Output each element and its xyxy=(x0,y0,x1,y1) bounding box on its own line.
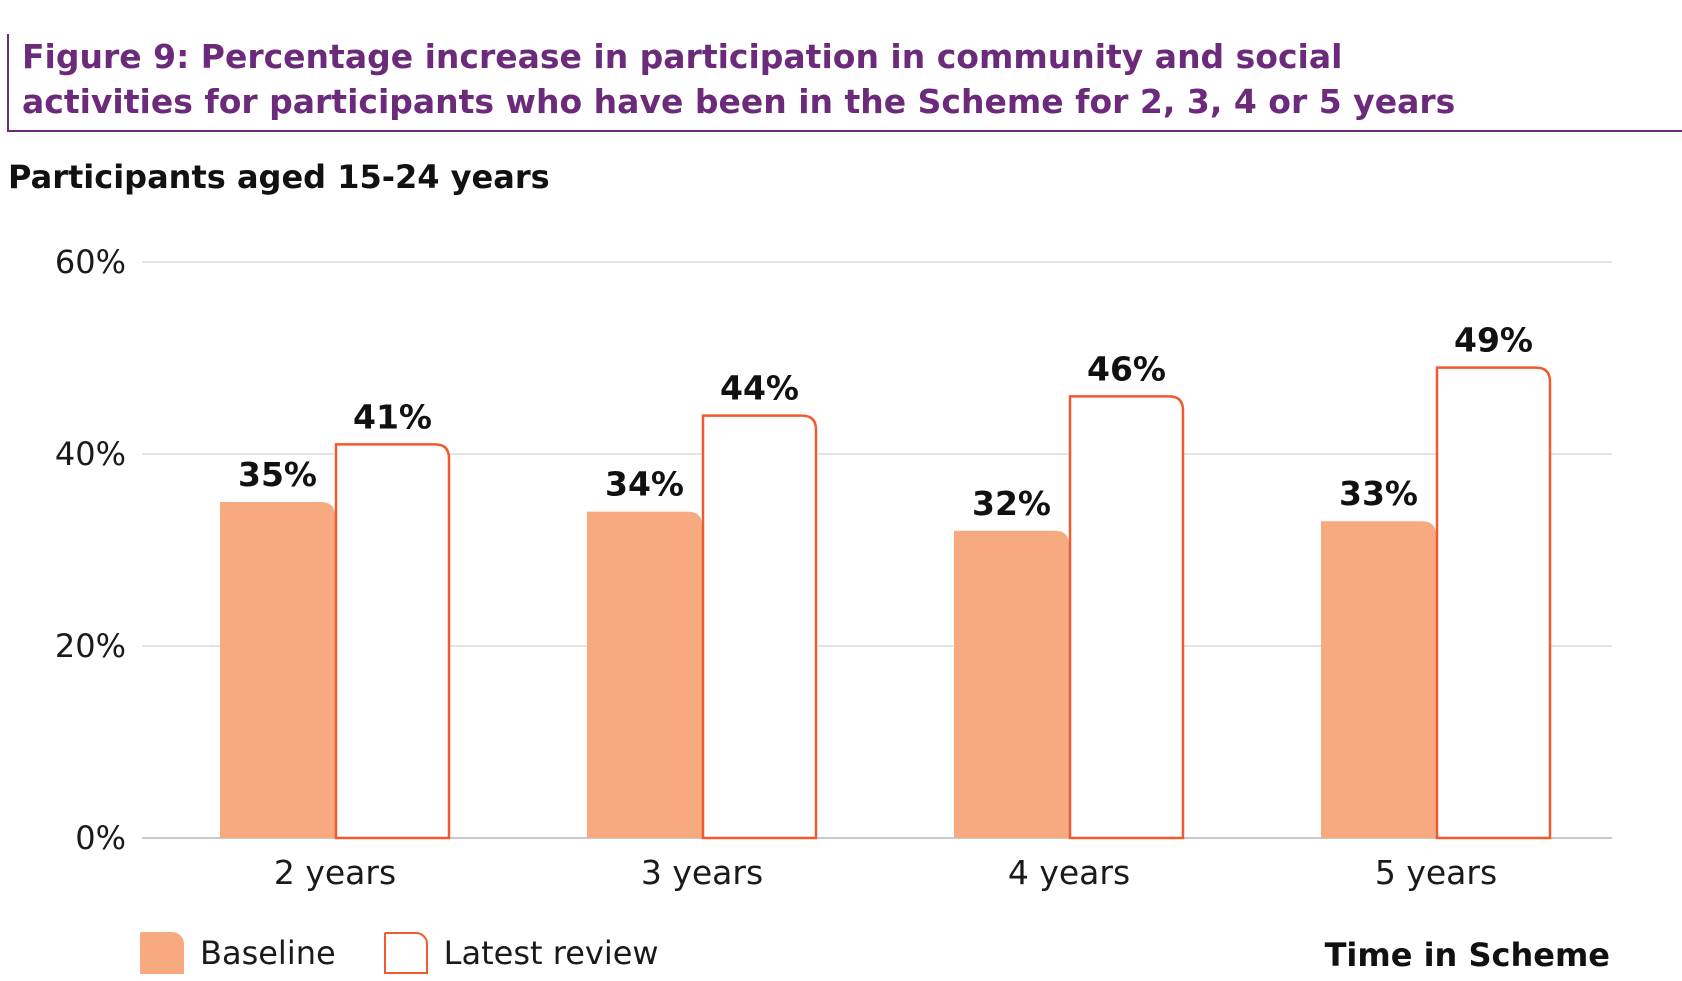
x-tick-label: 4 years xyxy=(1008,853,1130,892)
data-label-latest-review: 49% xyxy=(1454,321,1533,360)
x-tick-label: 2 years xyxy=(274,853,396,892)
chart-title: Participants aged 15-24 years xyxy=(8,158,550,196)
data-label-latest-review: 44% xyxy=(720,369,799,408)
y-tick-label: 40% xyxy=(55,435,126,473)
legend-swatch-latest-review xyxy=(383,932,428,974)
y-tick-label: 60% xyxy=(55,243,126,281)
bar-latest-review xyxy=(334,443,451,840)
bar-baseline xyxy=(1321,521,1436,838)
data-label-baseline: 34% xyxy=(605,465,684,504)
data-label-latest-review: 41% xyxy=(353,397,432,436)
data-label-baseline: 32% xyxy=(972,484,1051,523)
figure-title: Figure 9: Percentage increase in partici… xyxy=(22,37,1456,121)
x-tick-label: 3 years xyxy=(641,853,763,892)
x-tick-label: 5 years xyxy=(1375,853,1497,892)
legend: Baseline Latest review xyxy=(140,930,659,976)
bar-baseline xyxy=(954,530,1069,838)
bar-latest-review xyxy=(1435,366,1552,840)
legend-label-baseline: Baseline xyxy=(200,934,336,972)
bar-baseline xyxy=(587,511,702,838)
data-label-baseline: 33% xyxy=(1339,474,1418,513)
data-label-latest-review: 46% xyxy=(1087,349,1166,388)
y-tick-label: 20% xyxy=(55,627,126,665)
legend-label-latest-review: Latest review xyxy=(443,934,659,972)
bar-latest-review xyxy=(1068,395,1185,840)
bar-latest-review xyxy=(701,414,818,840)
bar-baseline xyxy=(220,502,335,838)
legend-swatch-baseline xyxy=(140,932,184,974)
x-axis-title: Time in Scheme xyxy=(1324,936,1610,974)
y-tick-label: 0% xyxy=(75,819,126,857)
data-label-baseline: 35% xyxy=(238,455,317,494)
figure-header-frame xyxy=(7,34,1682,132)
